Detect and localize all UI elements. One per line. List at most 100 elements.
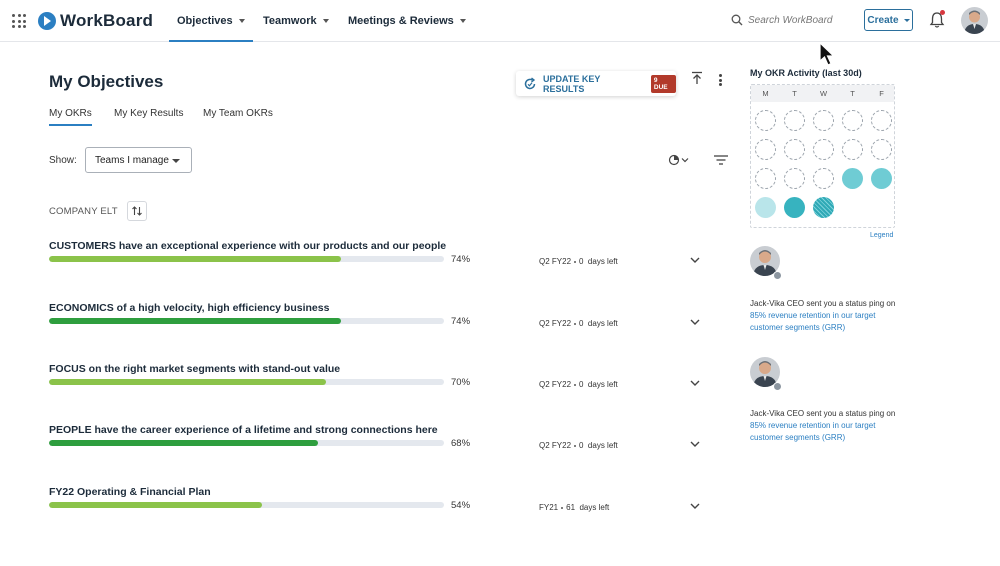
- objective-row[interactable]: PEOPLE have the career experience of a l…: [49, 424, 709, 464]
- period-label: Q2 FY22: [539, 319, 572, 328]
- objective-title[interactable]: FOCUS on the right market segments with …: [49, 363, 341, 375]
- chevron-down-icon[interactable]: [690, 317, 700, 327]
- sort-arrows-icon: [132, 206, 142, 216]
- progress-track: [49, 256, 444, 262]
- nav-teamwork[interactable]: Teamwork: [263, 0, 329, 42]
- nav-teamwork-label: Teamwork: [263, 15, 317, 27]
- sort-button[interactable]: [127, 201, 147, 221]
- days-count: 0: [579, 441, 584, 450]
- filter-icon[interactable]: [714, 154, 728, 166]
- user-photo-icon: [750, 246, 780, 276]
- objective-period: FY21 61 days left: [539, 503, 609, 512]
- activity-day-cell[interactable]: [842, 110, 863, 131]
- chevron-down-icon[interactable]: [690, 255, 700, 265]
- nav-meetings-reviews[interactable]: Meetings & Reviews: [348, 0, 466, 42]
- objective-title[interactable]: CUSTOMERS have an exceptional experience…: [49, 240, 447, 252]
- objective-title[interactable]: ECONOMICS of a high velocity, high effic…: [49, 302, 330, 314]
- activity-day-cell[interactable]: [755, 110, 776, 131]
- progress-percent: 74%: [451, 316, 471, 327]
- objective-title[interactable]: PEOPLE have the career experience of a l…: [49, 424, 438, 436]
- more-options-icon[interactable]: [719, 74, 723, 86]
- progress-fill: [49, 318, 342, 324]
- export-icon[interactable]: [690, 71, 704, 85]
- feed-item: Jack-Vika CEO sent you a status ping on …: [750, 298, 900, 334]
- tab-my-team-okrs[interactable]: My Team OKRs: [203, 108, 273, 119]
- chevron-down-icon[interactable]: [690, 378, 700, 388]
- activity-day-cell[interactable]: [784, 110, 805, 131]
- day-label: T: [792, 89, 797, 98]
- top-navigation-bar: WorkBoard Objectives Teamwork Meetings &…: [0, 0, 1000, 42]
- day-label: M: [762, 89, 769, 98]
- activity-day-cell[interactable]: [871, 139, 892, 160]
- progress-fill: [49, 440, 318, 446]
- objective-row[interactable]: FOCUS on the right market segments with …: [49, 363, 709, 403]
- user-avatar[interactable]: [961, 7, 988, 34]
- objective-period: Q2 FY22 0 days left: [539, 257, 618, 266]
- workboard-logo[interactable]: WorkBoard: [38, 10, 153, 32]
- objective-row[interactable]: CUSTOMERS have an exceptional experience…: [49, 240, 709, 280]
- period-label: Q2 FY22: [539, 380, 572, 389]
- activity-day-cell[interactable]: [755, 139, 776, 160]
- chart-view-icon[interactable]: [668, 153, 690, 167]
- days-left-label: days left: [579, 503, 610, 512]
- due-badge: 9 DUE: [650, 74, 676, 93]
- brand-name: WorkBoard: [60, 11, 154, 30]
- activity-day-cell[interactable]: [784, 139, 805, 160]
- activity-day-cell[interactable]: [813, 197, 834, 218]
- update-key-results-button[interactable]: UPDATE KEY RESULTS 9 DUE: [516, 71, 676, 96]
- activity-day-cell[interactable]: [784, 197, 805, 218]
- feed-message: Jack-Vika CEO sent you a status ping on: [750, 409, 896, 418]
- activity-day-cell[interactable]: [842, 139, 863, 160]
- activity-day-cell[interactable]: [784, 168, 805, 189]
- calendar-header: M T W T F: [751, 85, 894, 102]
- objective-period: Q2 FY22 0 days left: [539, 380, 618, 389]
- progress-track: [49, 440, 444, 446]
- progress-fill: [49, 256, 342, 262]
- activity-day-cell[interactable]: [755, 168, 776, 189]
- activity-day-cell[interactable]: [871, 110, 892, 131]
- chevron-down-icon: [903, 18, 910, 22]
- tab-my-key-results[interactable]: My Key Results: [114, 108, 184, 119]
- activity-day-cell[interactable]: [813, 110, 834, 131]
- activity-day-cell[interactable]: [755, 197, 776, 218]
- objective-title[interactable]: FY22 Operating & Financial Plan: [49, 486, 211, 498]
- search-input[interactable]: Search WorkBoard: [731, 10, 851, 30]
- create-button[interactable]: Create: [864, 9, 913, 31]
- days-left-label: days left: [587, 441, 618, 450]
- notification-dot: [940, 10, 945, 15]
- days-left-label: days left: [587, 257, 618, 266]
- progress-percent: 74%: [451, 254, 471, 265]
- objective-row[interactable]: FY22 Operating & Financial Plan 54% FY21…: [49, 486, 709, 526]
- day-label: W: [819, 89, 828, 98]
- show-label: Show:: [49, 155, 77, 166]
- apps-grid-icon[interactable]: [12, 14, 26, 28]
- status-ping-badge: [773, 382, 782, 391]
- legend-link[interactable]: Legend: [870, 232, 894, 239]
- period-label: Q2 FY22: [539, 441, 572, 450]
- chevron-down-icon: [172, 159, 180, 163]
- days-left-label: days left: [587, 380, 618, 389]
- activity-day-cell[interactable]: [871, 168, 892, 189]
- tab-my-okrs[interactable]: My OKRs: [49, 108, 92, 126]
- activity-day-cell[interactable]: [813, 139, 834, 160]
- progress-fill: [49, 379, 326, 385]
- search-icon: [731, 14, 743, 26]
- activity-calendar: M T W T F: [750, 84, 895, 228]
- show-filter-select[interactable]: Teams I manage: [85, 147, 192, 173]
- days-left-label: days left: [587, 319, 618, 328]
- progress-track: [49, 502, 444, 508]
- activity-day-cell[interactable]: [842, 168, 863, 189]
- objective-row[interactable]: ECONOMICS of a high velocity, high effic…: [49, 302, 709, 342]
- status-ping-badge: [773, 271, 782, 280]
- objective-period: Q2 FY22 0 days left: [539, 441, 618, 450]
- days-count: 0: [579, 319, 584, 328]
- feed-key-result-link[interactable]: 85% revenue retention in our target cust…: [750, 311, 876, 332]
- nav-objectives[interactable]: Objectives: [169, 0, 253, 42]
- chevron-down-icon[interactable]: [690, 439, 700, 449]
- day-label: F: [879, 89, 884, 98]
- feed-key-result-link[interactable]: 85% revenue retention in our target cust…: [750, 421, 876, 442]
- feed-avatar[interactable]: [750, 246, 780, 276]
- chevron-down-icon: [459, 19, 466, 23]
- activity-day-cell[interactable]: [813, 168, 834, 189]
- chevron-down-icon[interactable]: [690, 501, 700, 511]
